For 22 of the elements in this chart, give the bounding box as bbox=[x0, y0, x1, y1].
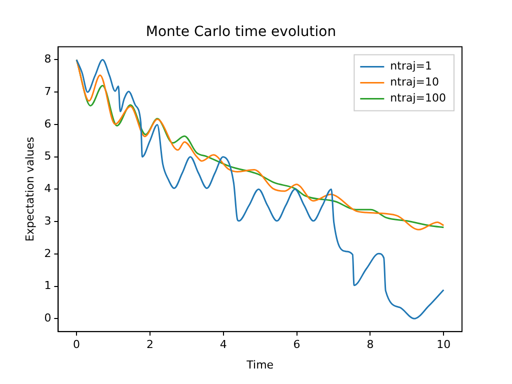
y-tick-label: 0 bbox=[44, 312, 52, 325]
x-tick-label: 2 bbox=[146, 338, 154, 352]
y-tick-label: 7 bbox=[44, 84, 52, 98]
x-tick-label: 10 bbox=[436, 338, 451, 352]
y-tick-label: 5 bbox=[44, 150, 52, 163]
legend-label: ntraj=100 bbox=[390, 92, 446, 105]
y-axis-title: Expectation values bbox=[23, 136, 36, 242]
legend-label: ntraj=1 bbox=[390, 60, 432, 73]
y-tick-label: 6 bbox=[44, 117, 52, 130]
y-tick-label: 8 bbox=[44, 52, 52, 66]
x-tick-label: 4 bbox=[220, 338, 227, 352]
chart-title: Monte Carlo time evolution bbox=[146, 24, 336, 40]
x-tick-label: 0 bbox=[73, 338, 80, 352]
y-tick-label: 1 bbox=[44, 279, 52, 292]
y-tick-label: 3 bbox=[44, 214, 52, 228]
y-tick-label: 4 bbox=[44, 182, 52, 196]
line-series bbox=[76, 58, 444, 320]
x-tick-label: 8 bbox=[366, 338, 374, 352]
x-axis-title: Time bbox=[246, 358, 274, 372]
legend-label: ntraj=10 bbox=[390, 76, 440, 89]
y-tick-label: 2 bbox=[44, 246, 52, 260]
x-tick-label: 6 bbox=[293, 338, 300, 352]
